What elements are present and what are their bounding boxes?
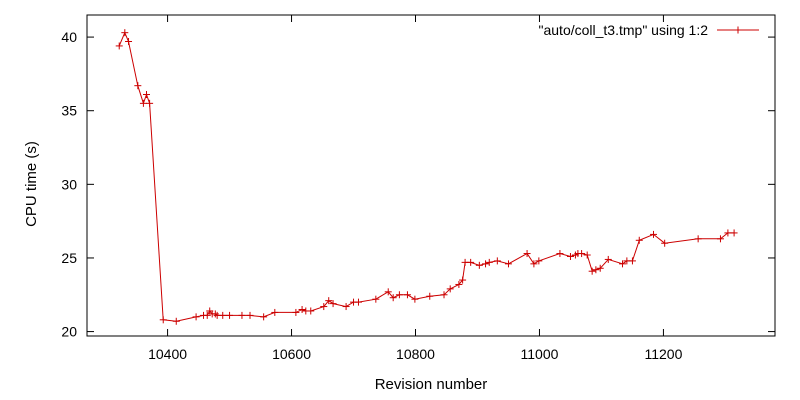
series-layer <box>115 29 738 325</box>
data-point <box>628 257 636 265</box>
data-point <box>596 264 604 272</box>
data-point <box>125 38 133 46</box>
data-point <box>143 91 151 99</box>
data-point <box>226 311 234 319</box>
data-point <box>455 280 463 288</box>
data-point <box>298 305 306 313</box>
data-point <box>730 229 738 237</box>
data-point <box>578 250 586 258</box>
data-point <box>694 235 702 243</box>
data-point <box>411 295 419 303</box>
legend-marker <box>734 26 742 34</box>
data-point <box>504 260 512 268</box>
data-point <box>459 276 467 284</box>
data-point <box>485 258 493 266</box>
data-point <box>467 258 475 266</box>
data-point <box>493 257 501 265</box>
x-tick-label: 10400 <box>148 346 187 362</box>
data-point <box>523 250 531 258</box>
x-tick-label: 11000 <box>521 346 559 362</box>
legend: "auto/coll_t3.tmp" using 1:2 <box>539 22 759 38</box>
data-point <box>192 313 200 321</box>
y-tick-label: 20 <box>61 324 77 340</box>
data-point <box>121 29 129 37</box>
data-point <box>172 317 180 325</box>
data-point <box>146 99 154 107</box>
y-tick-label: 25 <box>61 250 77 266</box>
data-point <box>342 303 350 311</box>
data-point <box>475 261 483 269</box>
data-point <box>650 230 658 238</box>
data-point <box>246 311 254 319</box>
x-tick-label: 10600 <box>272 346 311 362</box>
data-point <box>115 42 123 50</box>
data-point <box>592 266 600 274</box>
data-point <box>320 303 328 311</box>
data-point <box>260 313 268 321</box>
y-axis-label: CPU time (s) <box>23 141 40 227</box>
data-point <box>395 291 403 299</box>
axes-layer: 10400 10600 10800 11000 11200 20 25 30 35 40 <box>61 14 776 362</box>
data-point <box>535 257 543 265</box>
data-point <box>238 311 246 319</box>
x-axis-label: Revision number <box>375 376 488 393</box>
data-point <box>354 298 362 306</box>
y-tick-label: 35 <box>61 103 77 119</box>
data-point <box>530 260 538 268</box>
data-point <box>219 311 227 319</box>
x-tick-label: 10800 <box>396 346 435 362</box>
data-point <box>556 250 564 258</box>
legend-label: "auto/coll_t3.tmp" using 1:2 <box>539 22 709 38</box>
data-point <box>661 239 669 247</box>
data-point <box>604 255 612 263</box>
y-tick-label: 40 <box>61 29 77 45</box>
data-point <box>372 295 380 303</box>
series-line <box>118 31 735 322</box>
data-point <box>403 291 411 299</box>
data-point <box>384 288 392 296</box>
y-tick-label: 30 <box>61 176 77 192</box>
x-tick-label: 11200 <box>644 346 682 362</box>
data-point <box>271 308 279 316</box>
data-point <box>325 297 333 305</box>
plot-frame <box>86 14 776 337</box>
data-point <box>440 291 448 299</box>
data-point <box>566 252 574 260</box>
data-point <box>159 316 167 324</box>
data-point <box>389 294 397 302</box>
data-point <box>482 260 490 268</box>
data-point <box>716 235 724 243</box>
data-point <box>139 99 147 107</box>
data-point <box>635 236 643 244</box>
data-point <box>619 260 627 268</box>
data-point <box>724 229 732 237</box>
data-point <box>446 285 454 293</box>
data-point <box>292 308 300 316</box>
data-point <box>307 307 315 315</box>
data-point <box>588 267 596 275</box>
data-point <box>583 251 591 259</box>
data-point <box>329 300 337 308</box>
data-point <box>134 82 142 90</box>
data-point <box>426 292 434 300</box>
data-point <box>203 311 211 319</box>
